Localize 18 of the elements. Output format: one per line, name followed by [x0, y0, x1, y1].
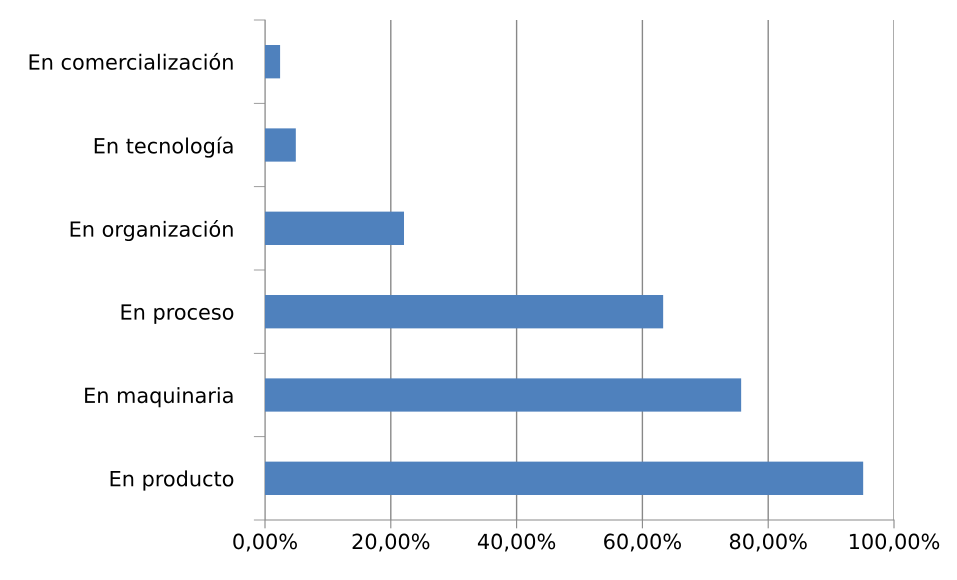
x-tick-label: 80,00% — [730, 534, 807, 552]
y-tick-label: En maquinaria — [85, 387, 233, 408]
y-tick-label: En producto — [110, 470, 234, 491]
bar — [265, 128, 296, 162]
x-tick-label: 40,00% — [478, 534, 556, 552]
x-tick-label: 100,00% — [850, 534, 940, 552]
x-tick-label: 60,00% — [604, 534, 681, 552]
bar — [265, 212, 404, 245]
x-tick-label: 20,00% — [352, 534, 430, 552]
y-tick-label: En organización — [70, 220, 233, 241]
bar — [265, 462, 864, 495]
y-tick-label: En proceso — [122, 304, 234, 324]
y-tick-label: En comercialización — [30, 52, 233, 70]
bar — [265, 378, 742, 412]
y-tick-label: En tecnología — [94, 136, 233, 158]
x-tick-label: 0,00% — [233, 534, 297, 552]
bar — [265, 295, 664, 328]
bar — [265, 45, 280, 78]
